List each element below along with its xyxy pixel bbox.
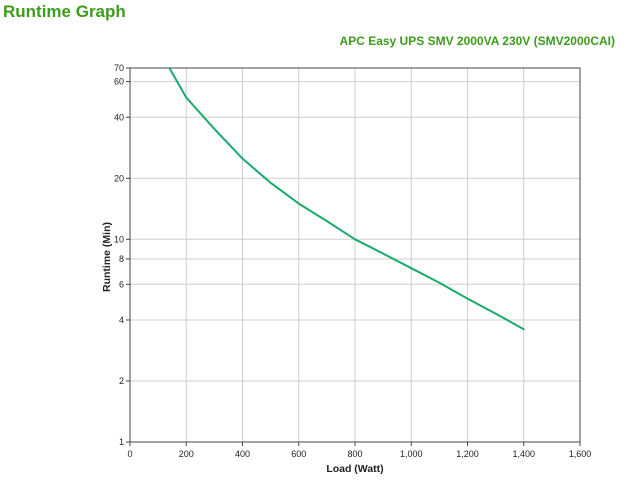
series-layer <box>168 67 525 331</box>
y-tick-label: 2 <box>119 376 124 386</box>
x-tick-label: 0 <box>127 449 132 459</box>
x-axis-title: Load (Watt) <box>326 463 383 475</box>
x-tick-label: 600 <box>291 449 306 459</box>
x-tick-label: 1,200 <box>456 449 479 459</box>
chart-title: APC Easy UPS SMV 2000VA 230V (SMV2000CAI… <box>339 34 615 48</box>
y-tick-label: 6 <box>119 279 124 289</box>
y-tick-label: 4 <box>119 315 124 325</box>
runtime-series-line <box>168 67 525 331</box>
y-tick-label: 40 <box>114 112 124 122</box>
x-tick-label: 800 <box>347 449 362 459</box>
y-tick-label: 70 <box>114 63 124 73</box>
x-tick-label: 1,600 <box>569 449 592 459</box>
x-tick-label: 1,000 <box>400 449 423 459</box>
x-tick-label: 200 <box>179 449 194 459</box>
x-axis-ticks: 0 200 400 600 800 1,000 1,200 1,400 1,600 <box>127 442 591 459</box>
x-tick-label: 1,400 <box>512 449 535 459</box>
x-tick-label: 400 <box>235 449 250 459</box>
page-title: Runtime Graph <box>3 2 126 21</box>
y-tick-label: 1 <box>119 437 124 447</box>
y-axis-title: Runtime (Min) <box>101 222 113 292</box>
y-axis-ticks: 1 2 4 6 8 10 20 40 60 70 <box>114 63 130 447</box>
y-tick-label: 60 <box>114 77 124 87</box>
y-tick-label: 10 <box>114 234 124 244</box>
grid-layer <box>129 67 581 443</box>
y-tick-label: 8 <box>119 254 124 264</box>
y-tick-label: 20 <box>114 173 124 183</box>
